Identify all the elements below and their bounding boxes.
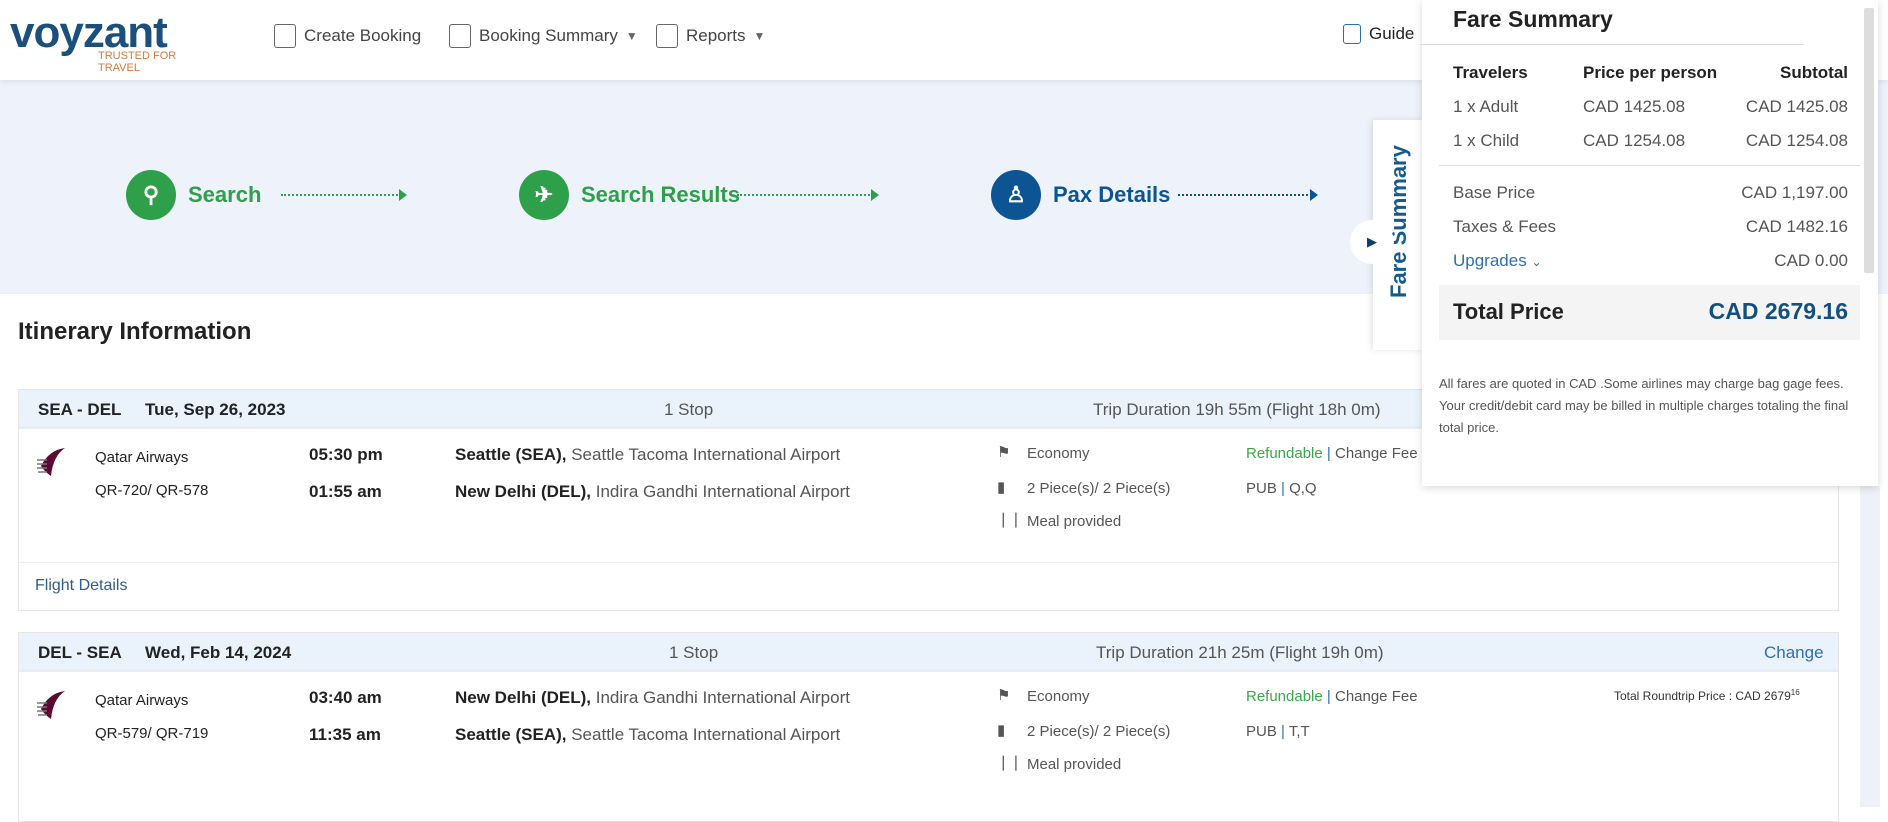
- step-connector: [737, 189, 879, 201]
- total-price-box: Total Price CAD 2679.16: [1439, 285, 1860, 340]
- step-connector: [1178, 189, 1318, 201]
- clipboard-icon: [656, 24, 678, 48]
- flight-numbers: QR-720/ QR-578: [95, 482, 209, 499]
- fare-note: All fares are quoted in CAD .Some airlin…: [1439, 376, 1849, 435]
- voyzant-logo[interactable]: voyzant TRUSTED FOR TRAVEL: [10, 8, 177, 74]
- qatar-airways-logo: [37, 448, 65, 476]
- monitor-plane-icon: [449, 24, 471, 48]
- itinerary-leg-card: DEL - SEA Wed, Feb 14, 2024 1 Stop Trip …: [18, 632, 1839, 822]
- search-icon: ⚲: [126, 170, 176, 220]
- page-scrollbar[interactable]: [1860, 486, 1880, 807]
- panel-toggle-caret-icon[interactable]: ▶: [1350, 220, 1394, 264]
- traveler-icon: ♙: [991, 170, 1041, 220]
- nav-guide[interactable]: Guide: [1343, 24, 1414, 44]
- arrival-time: 11:35 am: [309, 725, 381, 744]
- step-connector: [281, 189, 407, 201]
- document-icon: [1343, 24, 1361, 44]
- airline-name: Qatar Airways: [95, 449, 189, 466]
- luggage-icon: ▮: [997, 722, 1006, 739]
- step-pax-details[interactable]: ♙ Pax Details: [991, 170, 1170, 220]
- seat-icon: ⚑: [997, 444, 1011, 461]
- cutlery-icon: ❘❘: [997, 754, 1023, 771]
- chevron-down-icon: ▼: [625, 29, 638, 43]
- qatar-airways-logo: [37, 691, 65, 719]
- luggage-icon: ▮: [997, 479, 1006, 496]
- airline-name: Qatar Airways: [95, 692, 189, 709]
- fare-summary-panel: Fare Summary Travelers Price per person …: [1420, 0, 1878, 486]
- step-search[interactable]: ⚲ Search: [126, 170, 261, 220]
- flight-details-link[interactable]: Flight Details: [35, 577, 128, 594]
- monitor-click-icon: [274, 24, 296, 48]
- panel-scrollbar[interactable]: [1864, 8, 1874, 273]
- change-link[interactable]: Change: [1764, 643, 1824, 662]
- step-search-results[interactable]: ✈ Search Results: [519, 170, 740, 220]
- seat-icon: ⚑: [997, 687, 1011, 704]
- nav-booking-summary[interactable]: Booking Summary ▼: [449, 24, 638, 48]
- chevron-down-icon: ▼: [753, 29, 766, 43]
- nav-reports[interactable]: Reports ▼: [656, 24, 765, 48]
- itinerary-title: Itinerary Information: [18, 318, 252, 345]
- roundtrip-price: Total Roundtrip Price : CAD 267916: [1614, 688, 1800, 703]
- chevron-down-icon: ⌄: [1531, 255, 1542, 269]
- departure-time: 05:30 pm: [309, 445, 383, 464]
- arrival-time: 01:55 am: [309, 482, 382, 501]
- flight-numbers: QR-579/ QR-719: [95, 725, 209, 742]
- plane-icon: ✈: [519, 170, 569, 220]
- leg-header: DEL - SEA Wed, Feb 14, 2024 1 Stop Trip …: [19, 633, 1838, 672]
- cutlery-icon: ❘❘: [997, 511, 1023, 528]
- upgrades-dropdown[interactable]: Upgrades ⌄: [1453, 251, 1542, 270]
- nav-create-booking[interactable]: Create Booking: [274, 24, 421, 48]
- departure-time: 03:40 am: [309, 688, 382, 707]
